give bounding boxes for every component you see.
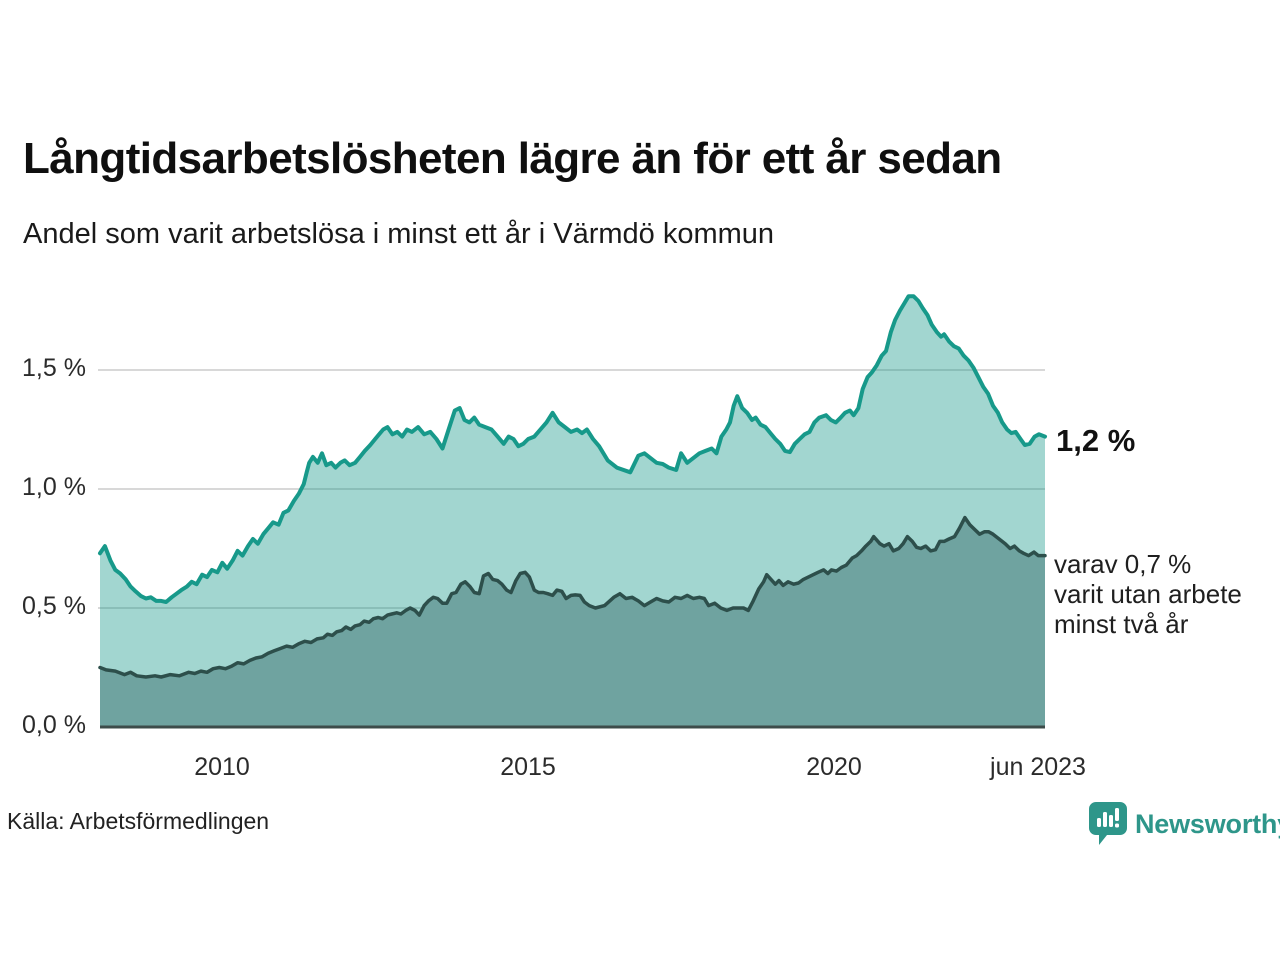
series2-end-label-line3: minst två år (1054, 609, 1189, 639)
page-title: Långtidsarbetslösheten lägre än för ett … (23, 134, 1002, 183)
y-tick-label: 0,0 % (22, 711, 86, 739)
x-tick-label: 2020 (806, 753, 862, 781)
x-tick-label: 2010 (194, 753, 250, 781)
newsworthy-logo-text: Newsworthy (1135, 808, 1280, 839)
page-subtitle: Andel som varit arbetslösa i minst ett å… (23, 218, 775, 250)
x-tick-label: jun 2023 (990, 753, 1086, 781)
series-line-1 (98, 294, 1047, 604)
y-tick-label: 1,5 % (22, 354, 86, 382)
series1-end-label: 1,2 % (1056, 423, 1136, 458)
y-tick-label: 1,0 % (22, 473, 86, 501)
series-area-2 (100, 517, 1045, 727)
y-tick-label: 0,5 % (22, 592, 86, 620)
newsworthy-logo: Newsworthy (1088, 800, 1280, 848)
series2-end-label-line1: varav 0,7 % (1054, 549, 1192, 579)
x-tick-label: 2015 (500, 753, 556, 781)
series-line-2 (98, 515, 1047, 679)
series2-end-label: varav 0,7 % varit utan arbete minst två … (1054, 549, 1242, 639)
source-note: Källa: Arbetsförmedlingen (7, 808, 270, 834)
newsworthy-logo-icon (1088, 801, 1128, 848)
series2-end-label-line2: varit utan arbete (1054, 579, 1242, 609)
